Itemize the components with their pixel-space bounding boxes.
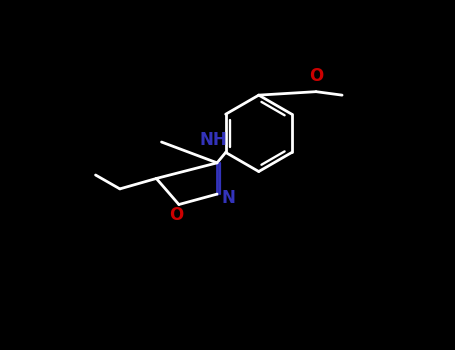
Text: NH: NH	[200, 131, 228, 149]
Text: O: O	[309, 68, 323, 85]
Text: O: O	[169, 206, 183, 224]
Text: N: N	[221, 189, 235, 206]
